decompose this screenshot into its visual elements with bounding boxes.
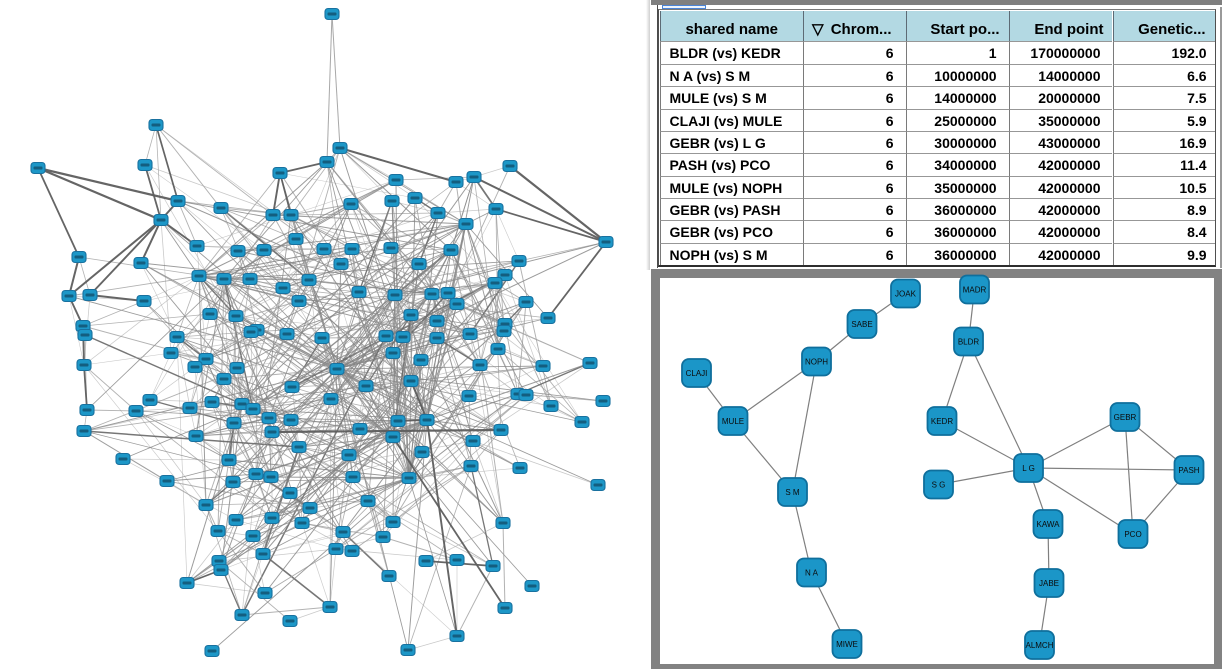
svg-text:L G: L G	[1022, 464, 1035, 473]
svg-text:ALMCH: ALMCH	[1025, 641, 1053, 650]
svg-text:PCO: PCO	[1124, 530, 1141, 539]
svg-text:JABE: JABE	[1039, 579, 1059, 588]
svg-text:PASH: PASH	[1178, 466, 1199, 475]
svg-text:S M: S M	[785, 488, 800, 497]
svg-text:JOAK: JOAK	[895, 290, 917, 299]
svg-text:NOPH: NOPH	[805, 358, 828, 367]
svg-text:N A: N A	[805, 569, 819, 578]
svg-text:GEBR: GEBR	[1114, 413, 1137, 422]
svg-text:KAWA: KAWA	[1037, 520, 1061, 529]
svg-text:MULE: MULE	[722, 417, 744, 426]
svg-text:CLAJI: CLAJI	[686, 369, 708, 378]
svg-text:MIWE: MIWE	[836, 640, 858, 649]
svg-text:S G: S G	[932, 481, 946, 490]
svg-text:MADR: MADR	[963, 286, 987, 295]
svg-text:KEDR: KEDR	[931, 417, 953, 426]
svg-text:BLDR: BLDR	[958, 338, 980, 347]
svg-text:SABE: SABE	[851, 320, 872, 329]
